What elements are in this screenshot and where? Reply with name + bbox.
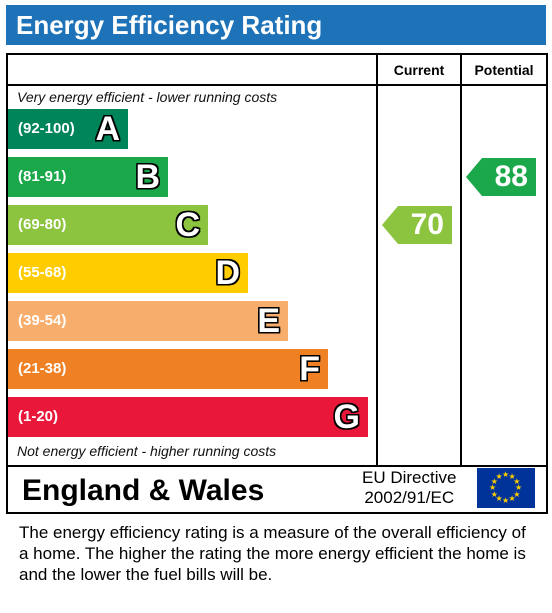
- flag-star-icon: ★: [502, 496, 510, 505]
- chart-header: Energy Efficiency Rating: [6, 5, 546, 45]
- header-row-divider: [8, 84, 546, 86]
- eu-flag-icon: ★ ★ ★ ★ ★ ★ ★ ★ ★ ★ ★ ★: [477, 468, 535, 508]
- region-label: England & Wales: [22, 474, 265, 507]
- rating-bar-b: (81-91) B: [8, 157, 168, 197]
- flag-star-icon: ★: [489, 483, 497, 492]
- potential-column-header: Potential: [474, 62, 534, 78]
- flag-star-icon: ★: [495, 494, 503, 504]
- rating-bar-g: (1-20) G: [8, 397, 368, 437]
- rating-range-c: (69-80): [18, 216, 67, 233]
- current-column-header: Current: [393, 62, 445, 78]
- rating-bar-a: (92-100) A: [8, 109, 128, 149]
- rating-range-a: (92-100): [18, 120, 75, 137]
- rating-range-b: (81-91): [18, 168, 67, 185]
- flag-star-icon: ★: [490, 476, 498, 486]
- rating-range-f: (21-38): [18, 360, 67, 377]
- rating-letter-c: C: [175, 206, 200, 244]
- potential-rating-value: 88: [494, 160, 528, 193]
- flag-star-icon: ★: [508, 471, 516, 481]
- eu-directive-line1: EU Directive: [362, 468, 457, 487]
- description-text: The energy efficiency rating is a measur…: [19, 523, 526, 584]
- rating-range-e: (39-54): [18, 312, 67, 329]
- rating-range-g: (1-20): [18, 408, 59, 425]
- rating-chart: Current Potential Very energy efficient …: [6, 53, 548, 467]
- flag-star-icon: ★: [513, 489, 521, 499]
- current-column-divider: [376, 55, 378, 465]
- rating-letter-f: F: [299, 350, 320, 388]
- rating-letter-g: G: [333, 398, 360, 436]
- flag-star-icon: ★: [508, 494, 516, 504]
- chart-title: Energy Efficiency Rating: [16, 10, 323, 40]
- eu-directive-line2: 2002/91/EC: [364, 488, 455, 507]
- bottom-note: Not energy efficient - higher running co…: [17, 443, 277, 459]
- current-rating-arrow: 70: [382, 206, 452, 244]
- flag-star-icon: ★: [490, 489, 498, 499]
- rating-bar-e: (39-54) E: [8, 301, 288, 341]
- flag-star-icon: ★: [513, 476, 521, 486]
- potential-rating-arrow: 88: [466, 158, 536, 196]
- current-rating-value: 70: [410, 208, 444, 241]
- rating-letter-d: D: [215, 254, 240, 292]
- flag-star-icon: ★: [502, 470, 510, 479]
- top-note: Very energy efficient - lower running co…: [17, 89, 278, 105]
- rating-bar-d: (55-68) D: [8, 253, 248, 293]
- rating-bar-c: (69-80) C: [8, 205, 208, 245]
- potential-column-divider: [460, 55, 462, 465]
- eu-directive: EU Directive 2002/91/EC: [362, 468, 456, 508]
- flag-star-icon: ★: [515, 483, 523, 492]
- rating-range-d: (55-68): [18, 264, 67, 281]
- chart-footer: England & Wales EU Directive 2002/91/EC …: [6, 464, 548, 514]
- rating-bar-f: (21-38) F: [8, 349, 328, 389]
- rating-letter-b: B: [135, 158, 160, 196]
- rating-letter-a: A: [95, 110, 120, 148]
- rating-letter-e: E: [257, 302, 280, 340]
- flag-star-icon: ★: [495, 471, 503, 481]
